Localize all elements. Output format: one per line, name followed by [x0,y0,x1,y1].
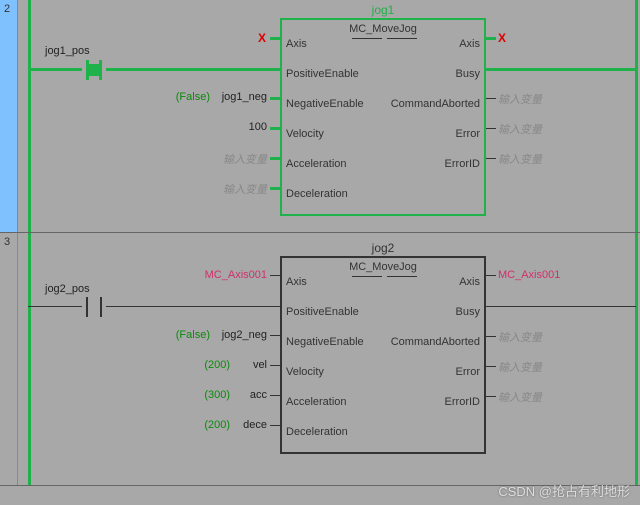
wire [486,336,496,337]
wire [486,128,496,129]
pin-errorid: ErrorID [445,396,480,408]
wire [270,365,280,366]
rung-number: 3 [4,236,10,248]
fb-jog2[interactable]: jog2 MC_MoveJog Axis PositiveEnable Nega… [280,256,486,454]
acc-var: acc [235,389,267,401]
right-rail [635,0,638,232]
neg-val: (False) [170,91,210,103]
pin-negenable: NegativeEnable [286,336,364,348]
pin-error: Error [456,366,480,378]
fb-title: jog1 [282,3,484,17]
ca-placeholder: 输入变量 [498,329,553,345]
wire [486,98,496,99]
wire [486,396,496,397]
err-placeholder: 输入变量 [498,359,553,375]
fb-type: MC_MoveJog [282,23,484,35]
wire [106,306,280,307]
wire [270,157,280,160]
err-placeholder: 输入变量 [498,121,553,137]
dec-val: (200) [190,419,230,431]
watermark: CSDN @抢占有利地形 [498,481,630,500]
pin-accel: Acceleration [286,158,347,170]
contact-label: jog2_pos [45,283,125,295]
dec-placeholder: 输入变量 [212,181,267,197]
pin-axis-out: Axis [459,38,480,50]
acc-placeholder: 输入变量 [212,151,267,167]
rung-number: 2 [4,3,10,15]
wire [270,335,280,336]
pin-velocity: Velocity [286,128,324,140]
left-rail [28,233,31,485]
vel-val: (200) [190,359,230,371]
vel-var: vel [235,359,267,371]
wire [270,97,280,100]
neg-val: (False) [170,329,210,341]
rung-2: 3 jog2_pos jog2 MC_MoveJog Axis Positive… [0,233,640,485]
wire [270,187,280,190]
wire [486,68,636,71]
contact-jog1pos[interactable] [82,60,106,80]
wire [486,366,496,367]
pin-posenable: PositiveEnable [286,68,359,80]
pin-axis-in: Axis [286,38,307,50]
pin-busy: Busy [456,306,480,318]
vel-val: 100 [222,121,267,133]
rung-number-col[interactable]: 2 [0,0,18,232]
wire [486,158,496,159]
neg-line [387,38,417,39]
fb-title: jog2 [282,241,484,255]
fb-type: MC_MoveJog [282,261,484,273]
neg-line [352,276,382,277]
pin-busy: Busy [456,68,480,80]
eid-placeholder: 输入变量 [498,151,553,167]
pin-accel: Acceleration [286,396,347,408]
acc-val: (300) [190,389,230,401]
right-rail [635,233,638,485]
wire [270,37,280,40]
wire [270,127,280,130]
axis-out-val: MC_Axis001 [498,269,570,281]
neg-line [387,276,417,277]
pin-errorid: ErrorID [445,158,480,170]
dec-var: dece [235,419,267,431]
fb-jog1[interactable]: jog1 MC_MoveJog Axis PositiveEnable Nega… [280,18,486,216]
pin-axis-out: Axis [459,276,480,288]
pin-error: Error [456,128,480,140]
pin-decel: Deceleration [286,188,348,200]
rung-number-col[interactable]: 3 [0,233,18,485]
pin-cmdabort: CommandAborted [391,336,480,348]
wire [270,425,280,426]
neg-var: jog2_neg [212,329,267,341]
eid-placeholder: 输入变量 [498,389,553,405]
pin-cmdabort: CommandAborted [391,98,480,110]
wire [486,275,496,276]
wire [270,395,280,396]
neg-var: jog1_neg [212,91,267,103]
contact-label: jog1_pos [45,45,125,57]
pin-negenable: NegativeEnable [286,98,364,110]
pin-axis-in: Axis [286,276,307,288]
pin-velocity: Velocity [286,366,324,378]
contact-jog2pos[interactable] [82,297,106,317]
pin-posenable: PositiveEnable [286,306,359,318]
wire [486,306,636,307]
wire [106,68,280,71]
wire [28,306,82,307]
ca-placeholder: 输入变量 [498,91,553,107]
axis-out-val: X [498,31,506,45]
axis-in-val: X [258,31,266,45]
wire [28,68,82,71]
wire [270,275,280,276]
wire [486,37,496,40]
rung-1: 2 jog1_pos jog1 MC_MoveJog Axis Positive… [0,0,640,232]
pin-decel: Deceleration [286,426,348,438]
axis-in-val: MC_Axis001 [195,269,267,281]
left-rail [28,0,31,232]
neg-line [352,38,382,39]
